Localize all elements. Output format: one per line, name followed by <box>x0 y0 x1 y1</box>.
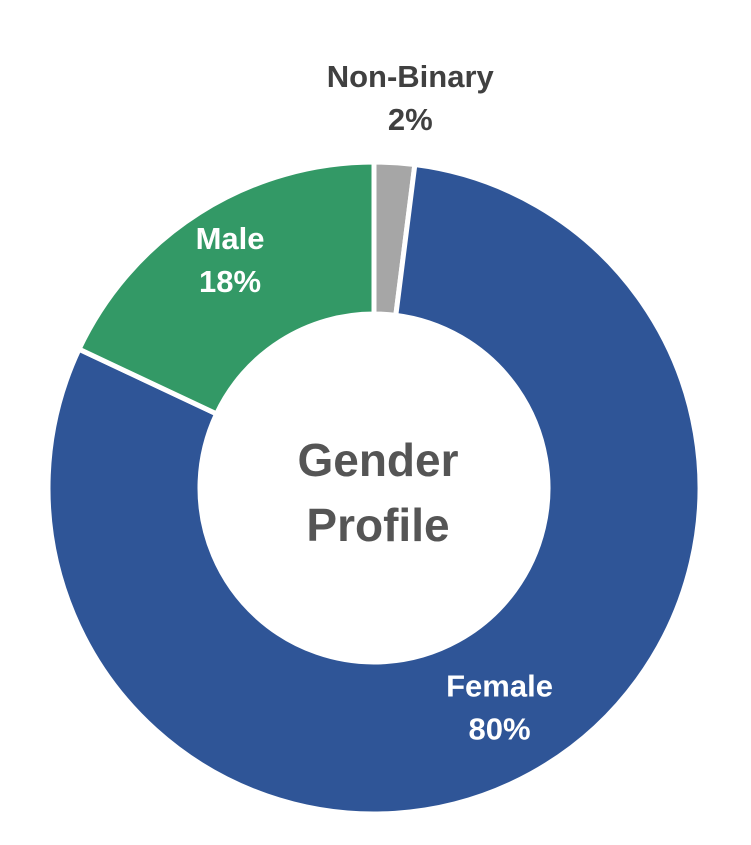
center-title-line-1: Gender <box>297 434 458 486</box>
slice-value-female: 80% <box>469 711 531 746</box>
labels-layer: Non-Binary 2% Female 80% Male 18% <box>196 59 553 747</box>
slices-layer <box>45 159 703 817</box>
center-title-line-2: Profile <box>306 499 449 551</box>
slice-name-male: Male <box>196 221 265 256</box>
slice-male <box>75 159 377 418</box>
slice-label-non-binary: Non-Binary 2% <box>327 59 495 137</box>
slice-label-female: Female 80% <box>446 668 553 746</box>
slice-female <box>45 161 703 817</box>
slice-name-female: Female <box>446 668 553 703</box>
slice-value-non-binary: 2% <box>388 102 433 137</box>
slice-name-non-binary: Non-Binary <box>327 59 495 94</box>
slice-label-male: Male 18% <box>196 221 265 299</box>
slice-value-male: 18% <box>199 264 261 299</box>
